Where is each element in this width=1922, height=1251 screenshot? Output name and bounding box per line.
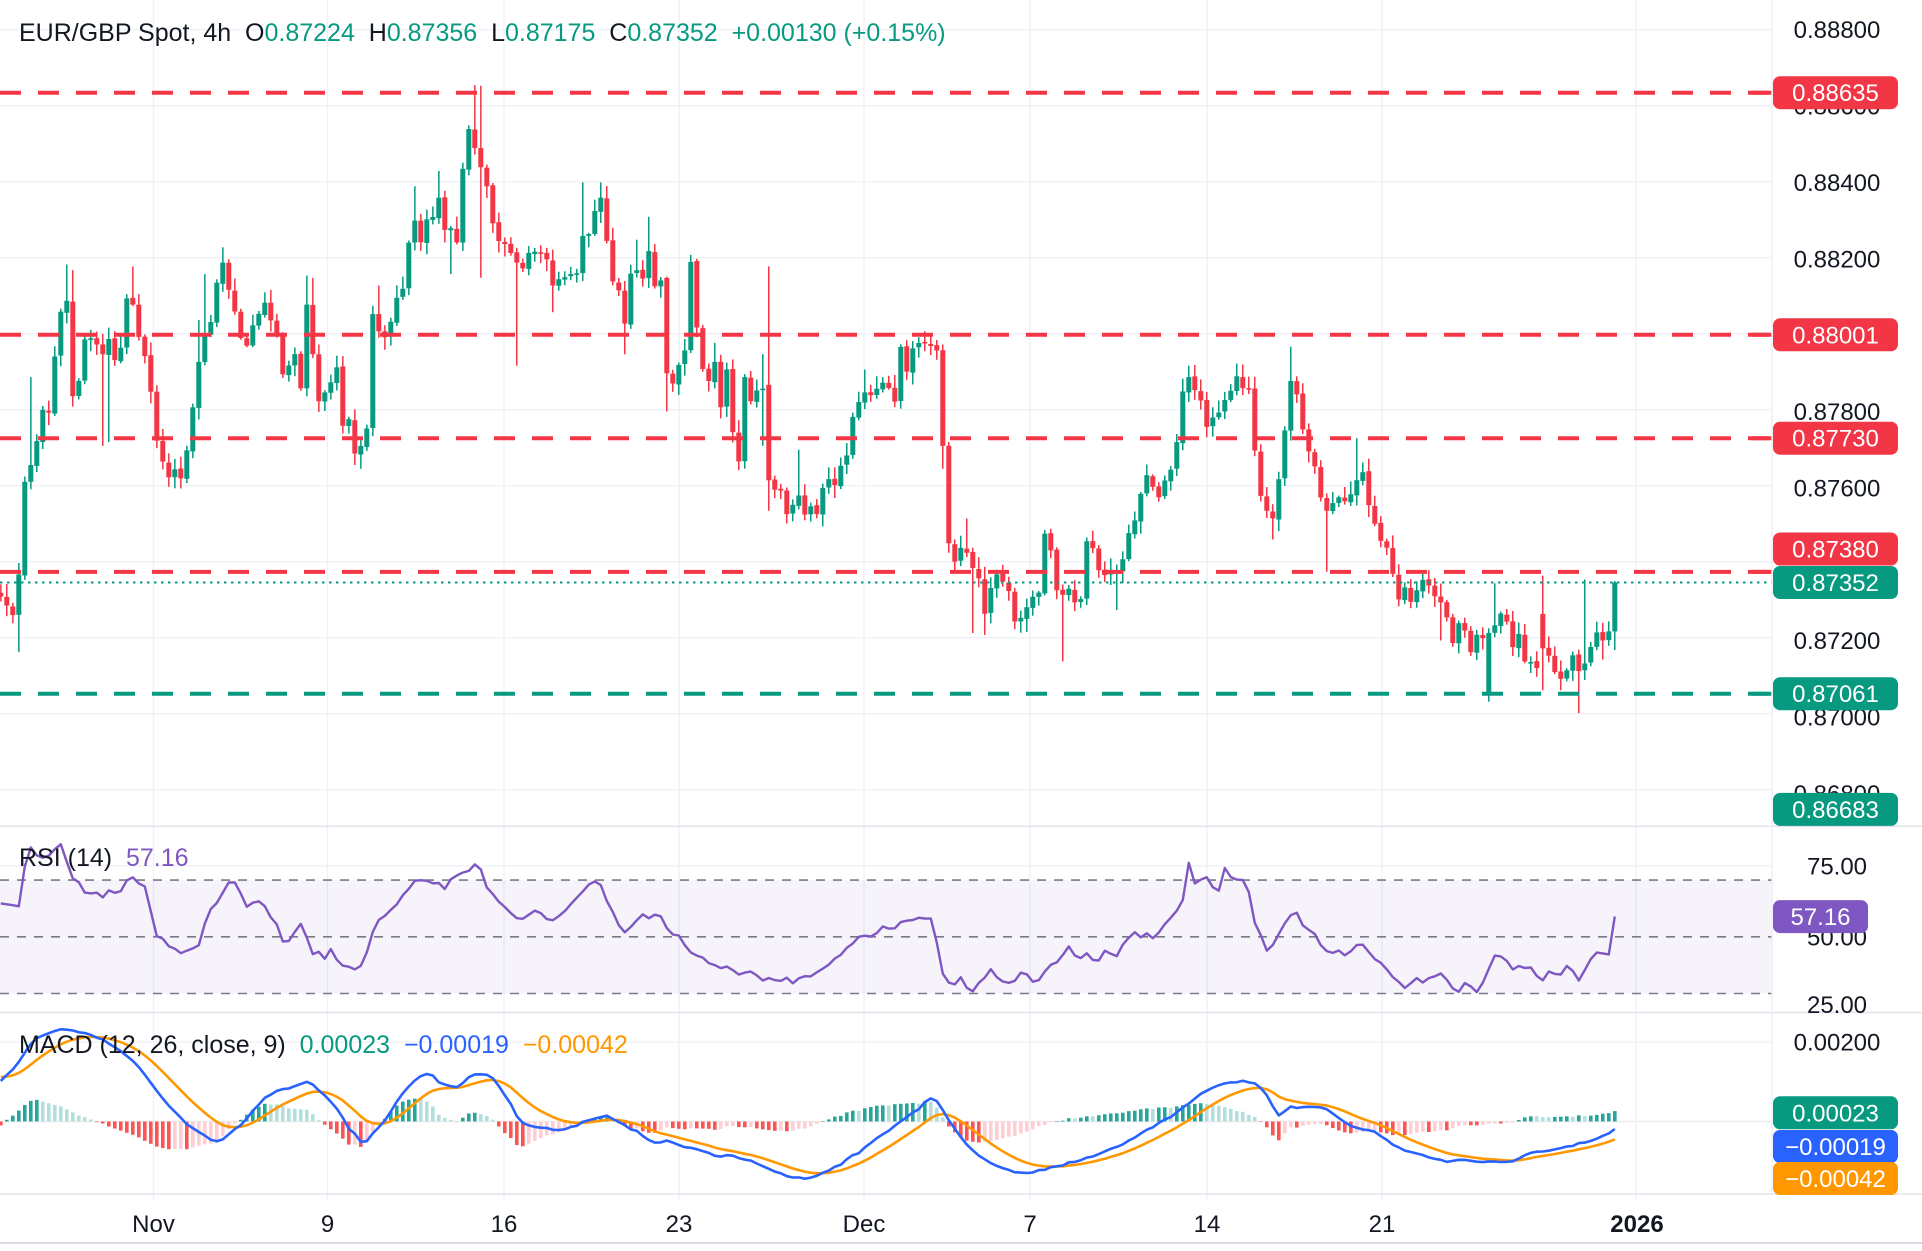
svg-text:0.88001: 0.88001 <box>1792 322 1879 349</box>
svg-text:0.88400: 0.88400 <box>1794 170 1881 197</box>
svg-text:75.00: 75.00 <box>1807 853 1867 880</box>
svg-text:0.87380: 0.87380 <box>1792 537 1879 564</box>
svg-text:0.87800: 0.87800 <box>1794 399 1881 426</box>
svg-text:Nov: Nov <box>132 1211 175 1238</box>
svg-text:Dec: Dec <box>843 1211 886 1238</box>
svg-text:0.88800: 0.88800 <box>1794 17 1881 44</box>
svg-text:57.16: 57.16 <box>1790 904 1850 931</box>
svg-text:9: 9 <box>321 1211 334 1238</box>
svg-text:0.86683: 0.86683 <box>1792 797 1879 824</box>
svg-text:16: 16 <box>491 1211 518 1238</box>
svg-text:0.00200: 0.00200 <box>1794 1030 1881 1057</box>
svg-text:7: 7 <box>1023 1211 1036 1238</box>
svg-text:RSI (14) 57.16: RSI (14) 57.16 <box>19 844 189 872</box>
svg-text:0.00023: 0.00023 <box>1792 1100 1879 1127</box>
svg-text:0.87061: 0.87061 <box>1792 681 1879 708</box>
svg-text:0.87352: 0.87352 <box>1792 570 1879 597</box>
svg-text:2026: 2026 <box>1610 1211 1663 1238</box>
svg-text:25.00: 25.00 <box>1807 992 1867 1019</box>
svg-text:−0.00019: −0.00019 <box>1785 1134 1886 1161</box>
svg-text:21: 21 <box>1369 1211 1396 1238</box>
svg-text:14: 14 <box>1194 1211 1221 1238</box>
svg-text:0.88200: 0.88200 <box>1794 246 1881 273</box>
svg-text:−0.00042: −0.00042 <box>1785 1166 1886 1193</box>
svg-text:23: 23 <box>666 1211 693 1238</box>
svg-text:0.88635: 0.88635 <box>1792 80 1879 107</box>
svg-text:0.87200: 0.87200 <box>1794 628 1881 655</box>
svg-text:0.87730: 0.87730 <box>1792 426 1879 453</box>
svg-text:EUR/GBP Spot, 4h O0.87224 H0: EUR/GBP Spot, 4h O0.87224 H0.87356 L0.87… <box>19 19 946 47</box>
svg-text:0.87600: 0.87600 <box>1794 475 1881 502</box>
svg-text:MACD (12, 26, close, 9) 0.000: MACD (12, 26, close, 9) 0.00023 −0.00019… <box>19 1031 628 1059</box>
